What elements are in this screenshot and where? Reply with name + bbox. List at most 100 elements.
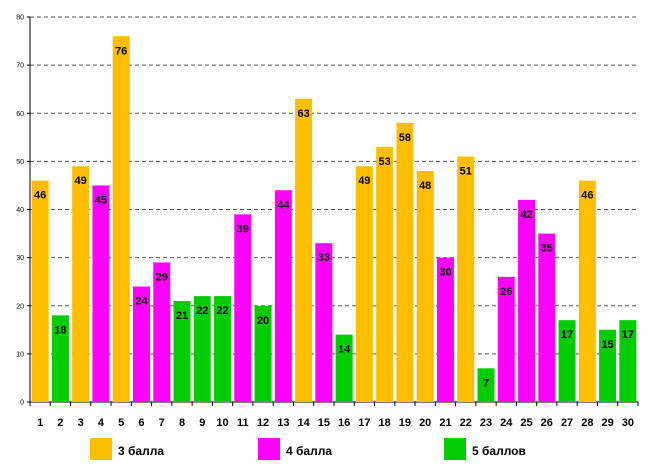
- bar-21: [436, 257, 454, 402]
- data-label: 35: [541, 243, 553, 255]
- data-label: 44: [277, 199, 290, 211]
- bar-11: [234, 214, 252, 402]
- bar-12: [254, 305, 272, 402]
- bar-17: [355, 166, 373, 402]
- bar-25: [518, 199, 536, 402]
- y-tick-label: 80: [16, 15, 24, 22]
- legend-swatch: [444, 438, 466, 460]
- x-tick-label: 1: [37, 417, 43, 429]
- data-label: 17: [622, 329, 634, 341]
- data-label: 53: [379, 156, 391, 168]
- x-tick-label: 13: [277, 417, 289, 429]
- bar-3: [72, 166, 90, 402]
- x-tick-label: 24: [500, 417, 513, 429]
- bar-5: [112, 36, 130, 402]
- bar-1: [31, 180, 49, 402]
- x-tick-label: 9: [199, 417, 205, 429]
- bar-20: [416, 171, 434, 402]
- data-label: 51: [460, 166, 472, 178]
- bar-8: [173, 300, 191, 402]
- data-label: 29: [156, 271, 168, 283]
- bar-13: [274, 190, 292, 402]
- x-tick-label: 8: [179, 417, 185, 429]
- x-axis-tick-labels: 1 2 3 4 5 6 7 8 9 10 11 12 13 14 15 16 17 18 19 20 21 22 23 24 2…: [37, 417, 634, 429]
- axes: [27, 16, 639, 406]
- data-label: 63: [297, 108, 309, 120]
- legend-label: 5 баллов: [472, 444, 526, 458]
- data-label: 21: [176, 310, 188, 322]
- legend-label: 3 балла: [118, 444, 164, 458]
- data-label: 76: [115, 45, 127, 57]
- bar-23: [477, 368, 495, 402]
- legend: 3 балла 4 балла 5 баллов: [90, 438, 526, 460]
- data-label: 15: [601, 339, 613, 351]
- x-tick-label: 4: [98, 417, 105, 429]
- bar-26: [538, 233, 556, 402]
- legend-label: 4 балла: [286, 444, 332, 458]
- y-tick-label: 60: [16, 111, 24, 118]
- data-label: 26: [500, 286, 512, 298]
- data-label: 48: [419, 180, 431, 192]
- x-tick-label: 12: [257, 417, 269, 429]
- bar-4: [92, 185, 110, 402]
- x-tick-label: 14: [297, 417, 310, 429]
- data-label: 33: [318, 252, 330, 264]
- data-label: 39: [237, 223, 249, 235]
- bar-29: [599, 329, 617, 402]
- data-label: 30: [439, 267, 451, 279]
- x-tick-label: 21: [439, 417, 451, 429]
- bars: [31, 36, 637, 402]
- y-axis-tick-labels: 0 10 20 30 40 50 60 70 80: [16, 15, 24, 407]
- bar-16: [335, 334, 353, 402]
- bar-22: [457, 156, 475, 402]
- x-tick-label: 11: [237, 417, 249, 429]
- gridlines: [30, 16, 638, 355]
- bar-9: [193, 296, 211, 402]
- x-tick-label: 18: [379, 417, 391, 429]
- y-tick-label: 0: [20, 400, 24, 407]
- x-tick-label: 10: [216, 417, 228, 429]
- data-label: 18: [54, 324, 66, 336]
- x-tick-label: 5: [118, 417, 124, 429]
- bar-18: [376, 146, 394, 402]
- data-label: 20: [257, 315, 269, 327]
- bar-6: [132, 286, 150, 402]
- bar-28: [578, 180, 596, 402]
- bar-10: [214, 296, 232, 402]
- y-tick-label: 20: [16, 303, 24, 310]
- data-label: 49: [358, 175, 370, 187]
- bar-24: [497, 276, 515, 402]
- bar-2: [51, 315, 69, 402]
- bar-14: [295, 98, 313, 402]
- x-tick-label: 22: [460, 417, 472, 429]
- x-tick-label: 29: [601, 417, 613, 429]
- x-tick-label: 3: [78, 417, 84, 429]
- x-tick-label: 28: [581, 417, 593, 429]
- x-tick-label: 27: [561, 417, 573, 429]
- data-label: 22: [216, 305, 228, 317]
- data-label: 22: [196, 305, 208, 317]
- data-label: 7: [483, 377, 489, 389]
- data-label: 17: [561, 329, 573, 341]
- y-tick-label: 50: [16, 159, 24, 166]
- data-label: 24: [135, 296, 148, 308]
- data-label: 46: [581, 190, 593, 202]
- legend-swatch: [90, 438, 112, 460]
- bar-15: [315, 243, 333, 402]
- bar-7: [153, 262, 171, 402]
- y-tick-label: 40: [16, 207, 24, 214]
- x-tick-label: 7: [159, 417, 165, 429]
- bar-30: [619, 320, 637, 402]
- data-labels: 46 18 49 45 76 24 29 21 22 22 39 20 44 63 33 14 49 53 58 48…: [34, 45, 634, 389]
- data-label: 49: [75, 175, 87, 187]
- x-tick-label: 20: [419, 417, 431, 429]
- bar-19: [396, 122, 414, 402]
- y-tick-label: 30: [16, 255, 24, 262]
- legend-swatch: [258, 438, 280, 460]
- x-tick-label: 25: [520, 417, 532, 429]
- data-label: 45: [95, 194, 107, 206]
- x-tick-label: 2: [57, 417, 63, 429]
- x-tick-label: 17: [358, 417, 370, 429]
- y-tick-label: 10: [16, 351, 24, 358]
